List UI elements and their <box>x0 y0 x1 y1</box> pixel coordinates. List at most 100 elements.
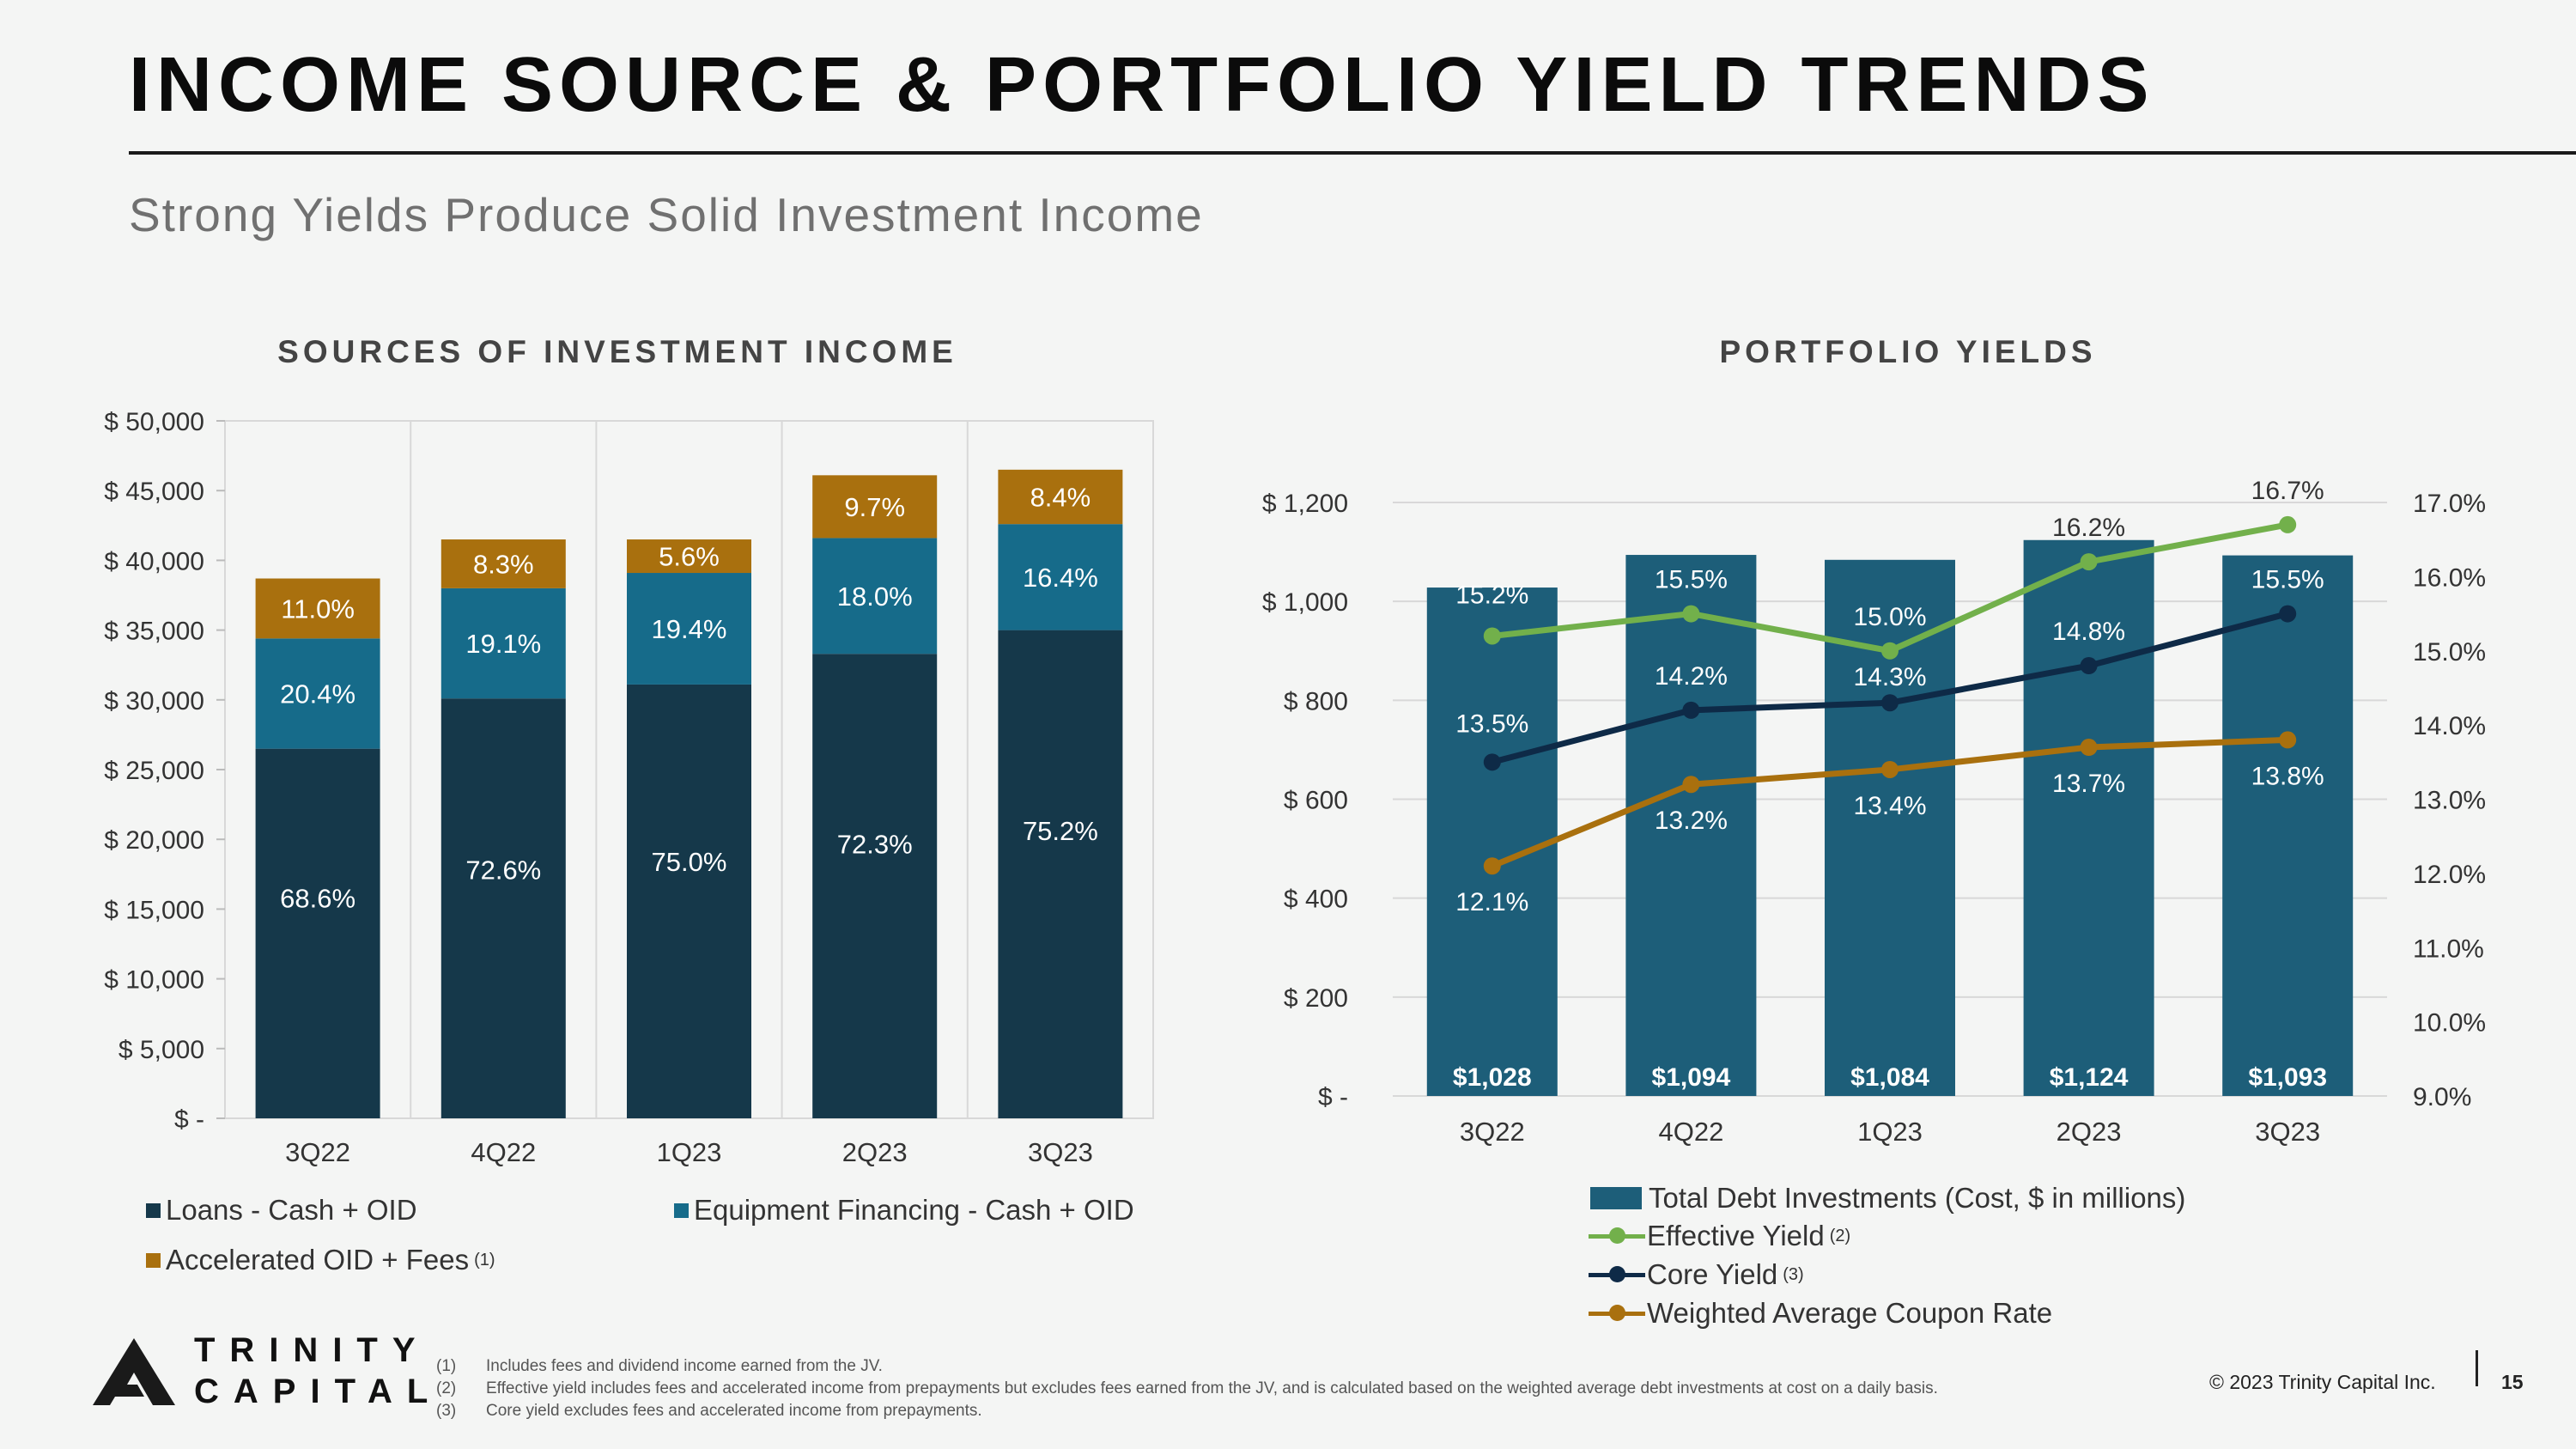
income-bar-loans <box>627 684 751 1118</box>
core-yield-label: 14.3% <box>1853 663 1926 691</box>
core-yield-label: 13.5% <box>1455 709 1528 738</box>
core-yield-point <box>1483 753 1501 771</box>
effective-yield-point <box>1483 627 1501 645</box>
legend-swatch-fees <box>146 1252 161 1268</box>
yields-right-tick-label: 11.0% <box>2413 935 2484 963</box>
effective-yield-label: 15.0% <box>1853 603 1926 631</box>
effective-yield-point <box>1682 605 1700 623</box>
income-y-tick-label: $ 20,000 <box>104 826 204 855</box>
yields-right-tick-label: 17.0% <box>2413 490 2486 518</box>
debt-investment-label: $1,124 <box>2050 1063 2129 1092</box>
legend-label-coupon: Weighted Average Coupon Rate <box>1647 1297 2053 1329</box>
income-x-tick-label: 1Q23 <box>657 1137 722 1167</box>
income-bar-label: 9.7% <box>844 492 905 522</box>
effective-yield-label: 16.2% <box>2052 514 2125 542</box>
yields-left-tick-label: $ - <box>1318 1083 1348 1111</box>
income-bar-label: 8.3% <box>473 549 534 579</box>
income-bar-label: 19.1% <box>465 629 541 659</box>
logo-word-trinity: TRINITY <box>194 1331 430 1369</box>
yields-right-tick-label: 15.0% <box>2413 638 2486 667</box>
coupon-rate-point <box>2279 731 2297 749</box>
income-y-tick-label: $ 15,000 <box>104 896 204 924</box>
income-bar-fees <box>440 539 566 588</box>
income-bar-equipment <box>255 638 380 749</box>
debt-investment-bar <box>1426 588 1558 1096</box>
income-bar-equipment <box>812 538 938 654</box>
yields-right-tick-label: 13.0% <box>2413 787 2486 815</box>
income-y-tick-label: $ 45,000 <box>104 478 204 506</box>
coupon-rate-point <box>1682 776 1700 794</box>
income-bar-label: 5.6% <box>659 542 720 572</box>
income-x-tick-label: 3Q23 <box>1028 1137 1093 1167</box>
coupon-rate-point <box>1483 857 1501 875</box>
debt-investment-label: $1,028 <box>1453 1063 1532 1092</box>
yields-left-tick-label: $ 400 <box>1284 886 1348 914</box>
effective-yield-label: 15.2% <box>1455 581 1528 609</box>
debt-investment-label: $1,094 <box>1652 1063 1731 1092</box>
coupon-rate-point <box>2080 739 2098 757</box>
footnotes: (1) Includes fees and dividend income ear… <box>436 1355 1938 1422</box>
yields-right-tick-label: 9.0% <box>2413 1083 2471 1111</box>
footnote-3-text: Core yield excludes fees and accelerated… <box>486 1402 982 1420</box>
yields-chart-title: PORTFOLIO YIELDS <box>1719 334 2096 369</box>
income-y-tick-label: $ 50,000 <box>104 408 204 436</box>
yields-right-tick-label: 10.0% <box>2413 1009 2486 1038</box>
income-bar-loans <box>440 698 566 1118</box>
footnote-2: (2) Effective yield includes fees and acc… <box>436 1378 1938 1400</box>
income-sources-chart: SOURCES OF INVESTMENT INCOME $ - $ 5,000 $ … <box>104 334 1154 1167</box>
income-x-tick-label: 3Q22 <box>285 1137 350 1167</box>
income-y-tick-label: $ 25,000 <box>104 757 204 785</box>
core-yield-label: 14.8% <box>2052 618 2125 646</box>
page-number: 15 <box>2501 1371 2524 1393</box>
income-bar-label: 8.4% <box>1030 483 1091 513</box>
income-bar-label: 72.6% <box>465 855 541 885</box>
portfolio-yields-chart: PORTFOLIO YIELDS $ - $ 200 $ 400 $ 600 $ 800 $… <box>1262 334 2486 1147</box>
income-bar-label: 19.4% <box>652 614 727 644</box>
income-y-tick-label: $ 10,000 <box>104 966 204 995</box>
legend-label-loans: Loans - Cash + OID <box>166 1194 417 1226</box>
core-yield-point <box>1881 694 1899 712</box>
effective-yield-point <box>2279 515 2297 533</box>
legend-footnote-core: (3) <box>1783 1264 1804 1284</box>
yields-right-tick-label: 16.0% <box>2413 563 2486 592</box>
yields-right-tick-label: 12.0% <box>2413 861 2486 889</box>
income-bar-label: 72.3% <box>837 830 913 860</box>
footnote-2-text: Effective yield includes fees and accele… <box>486 1379 1938 1397</box>
income-bar-fees <box>255 578 380 639</box>
title-divider <box>129 151 2576 155</box>
legend-label-core: Core Yield <box>1647 1258 1778 1290</box>
income-bar-label: 11.0% <box>281 594 355 624</box>
coupon-rate-point <box>1881 760 1899 778</box>
income-y-tick-label: $ 35,000 <box>104 618 204 646</box>
effective-yield-label: 16.7% <box>2251 477 2324 505</box>
legend-swatch-core <box>1589 1266 1645 1283</box>
yields-left-tick-label: $ 200 <box>1284 984 1348 1013</box>
income-bar-equipment <box>440 588 566 699</box>
coupon-rate-label: 13.8% <box>2251 762 2324 790</box>
income-bar-loans <box>255 748 380 1118</box>
legend-item-coupon: Weighted Average Coupon Rate <box>1589 1297 2052 1330</box>
debt-investment-bar <box>2222 555 2354 1096</box>
core-yield-label: 14.2% <box>1655 662 1728 691</box>
income-bar-loans <box>998 630 1123 1118</box>
legend-swatch-equipment <box>674 1202 689 1218</box>
yields-x-tick-label: 1Q23 <box>1857 1117 1923 1147</box>
core-yield-point <box>1682 701 1700 719</box>
income-bar-fees <box>627 539 751 574</box>
income-x-tick-label: 2Q23 <box>842 1137 908 1167</box>
income-bar-equipment <box>627 573 751 685</box>
core-yield-point <box>2080 657 2098 675</box>
income-bar-label: 16.4% <box>1023 563 1098 593</box>
footnote-1-text: Includes fees and dividend income earned… <box>486 1357 883 1375</box>
yields-x-tick-label: 3Q23 <box>2255 1117 2320 1147</box>
debt-investment-label: $1,084 <box>1850 1063 1929 1092</box>
yields-x-tick-label: 3Q22 <box>1460 1117 1525 1147</box>
page-subtitle: Strong Yields Produce Solid Investment I… <box>129 188 1204 241</box>
trinity-capital-logo: TRINITY CAPITAL <box>93 1331 428 1410</box>
legend-item-fees: Accelerated OID + Fees (1) <box>146 1244 495 1276</box>
income-y-tick-label: $ 5,000 <box>118 1036 204 1064</box>
income-bar-label: 20.4% <box>280 679 355 709</box>
page-number-divider <box>2476 1350 2478 1386</box>
income-chart-title: SOURCES OF INVESTMENT INCOME <box>277 334 957 369</box>
footnote-3-number: (3) <box>436 1402 457 1420</box>
